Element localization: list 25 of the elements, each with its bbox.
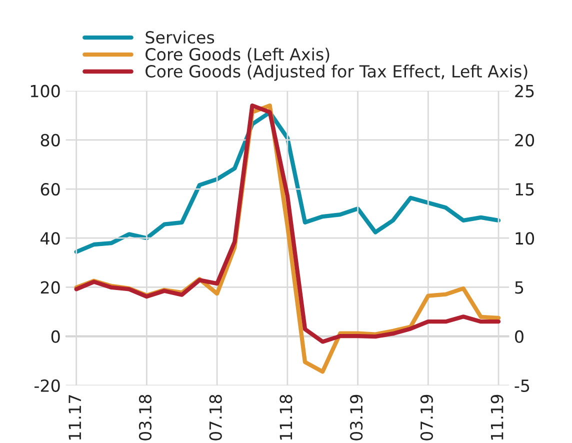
- y2-tick-label: 0: [515, 330, 524, 343]
- x-tick-label: 07.19: [420, 394, 433, 440]
- x-tick-label: 03.18: [138, 394, 152, 440]
- legend-label: Core Goods (Left Axis): [146, 48, 330, 63]
- x-tick-label: 03.19: [350, 394, 363, 440]
- legend-label: Services: [146, 30, 214, 44]
- y-tick-label: 40: [40, 232, 60, 245]
- y-tick-label: 80: [40, 134, 60, 146]
- y-tick-label: 100: [30, 84, 60, 98]
- x-tick-label: 11.19: [490, 394, 504, 440]
- y2-tick-label: 25: [515, 84, 534, 98]
- y-tick-label: 60: [40, 182, 60, 196]
- y2-tick-label: 5: [515, 281, 524, 294]
- x-tick-label: 11.17: [68, 395, 81, 440]
- y2-tick-label: 15: [516, 183, 534, 196]
- y-tick-label: 0: [51, 330, 60, 343]
- legend-label: Core Goods (Adjusted for Tax Effect, Left Axis): [146, 64, 528, 81]
- x-tick-label: 11.18: [280, 394, 292, 440]
- y2-tick-label: 10: [516, 232, 534, 245]
- y2-tick-label: -5: [514, 380, 530, 392]
- y-tick-label: 20: [40, 281, 60, 294]
- y-tick-label: -20: [34, 379, 60, 392]
- x-tick-label: 07.18: [209, 394, 222, 440]
- line-series: [74, 110, 501, 254]
- y2-tick-label: 20: [515, 134, 534, 146]
